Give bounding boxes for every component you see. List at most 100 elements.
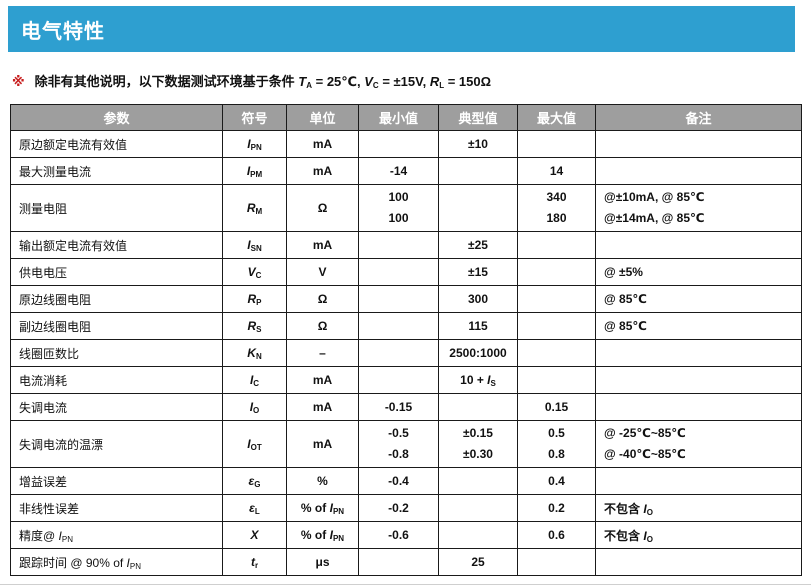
cell-unit: – xyxy=(286,339,359,367)
cell-unit: mA xyxy=(286,366,359,394)
cell-min xyxy=(358,339,439,367)
cell-note xyxy=(595,393,802,421)
section-title: 电气特性 xyxy=(21,20,105,43)
table-row: 电流消耗 IC mA 10 + IS xyxy=(10,366,802,394)
cell-typ: 115 xyxy=(438,312,518,340)
cell-symbol: RM xyxy=(222,184,287,232)
cell-param: 最大测量电流 xyxy=(10,157,223,185)
table-row: 跟踪时间 @ 90% of IPN tr μs 25 xyxy=(10,548,802,576)
table-row: 非线性误差 εL% of IPN -0.2 0.2 不包含 IO xyxy=(10,494,802,522)
cell-min: -14 xyxy=(358,157,439,185)
cell-param: 电流消耗 xyxy=(10,366,223,394)
cell-param: 原边额定电流有效值 xyxy=(10,130,223,158)
cell-max: 14 xyxy=(517,157,596,185)
cell-symbol: ISN xyxy=(222,231,287,259)
column-header: 符号 xyxy=(222,104,287,131)
cell-min xyxy=(358,285,439,313)
cell-note: @ 85℃ xyxy=(595,312,802,340)
cell-typ: ±15 xyxy=(438,258,518,286)
column-header: 参数 xyxy=(10,104,223,131)
cell-typ: 25 xyxy=(438,548,518,576)
cell-note: @ 85℃ xyxy=(595,285,802,313)
cell-max: 0.5 0.8 xyxy=(517,420,596,468)
cell-max: 0.4 xyxy=(517,467,596,495)
cell-min xyxy=(358,231,439,259)
cell-unit: V xyxy=(286,258,359,286)
cell-param: 增益误差 xyxy=(10,467,223,495)
cell-max: 0.2 xyxy=(517,494,596,522)
cell-typ: 2500:1000 xyxy=(438,339,518,367)
note-text: 除非有其他说明，以下数据测试环境基于条件 TA = 25℃, VC = ±15V… xyxy=(34,74,492,90)
cell-symbol: εL xyxy=(222,494,287,522)
table-row: 原边额定电流有效值 IPN mA ±10 xyxy=(10,130,802,158)
cell-unit: mA xyxy=(286,130,359,158)
cell-symbol: εG xyxy=(222,467,287,495)
cell-param: 线圈匝数比 xyxy=(10,339,223,367)
cell-param: 非线性误差 xyxy=(10,494,223,522)
cell-param: 原边线圈电阻 xyxy=(10,285,223,313)
cell-max xyxy=(517,366,596,394)
cell-unit: Ω xyxy=(286,285,359,313)
cell-max xyxy=(517,285,596,313)
cell-min: -0.2 xyxy=(358,494,439,522)
cell-symbol: IC xyxy=(222,366,287,394)
cell-min xyxy=(358,312,439,340)
cell-symbol: IO xyxy=(222,393,287,421)
table-row: 增益误差 εG% -0.4 0.4 xyxy=(10,467,802,495)
cell-symbol: RS xyxy=(222,312,287,340)
cell-note xyxy=(595,157,802,185)
table-row: 原边线圈电阻 RP Ω 300 @ 85℃ xyxy=(10,285,802,313)
cell-param: 跟踪时间 @ 90% of IPN xyxy=(10,548,223,576)
cell-note: 不包含 IO xyxy=(595,521,802,549)
cell-symbol: X xyxy=(222,521,287,549)
table-row: 输出额定电流有效值 ISN mA ±25 xyxy=(10,231,802,259)
column-header: 备注 xyxy=(595,104,802,131)
cell-note xyxy=(595,130,802,158)
cell-typ xyxy=(438,494,518,522)
cell-max: 0.15 xyxy=(517,393,596,421)
column-header: 最大值 xyxy=(517,104,596,131)
column-header: 典型值 xyxy=(438,104,518,131)
cell-note xyxy=(595,231,802,259)
cell-note: @ ±5% xyxy=(595,258,802,286)
cell-symbol: IOT xyxy=(222,420,287,468)
cell-max xyxy=(517,258,596,286)
cell-min: -0.15 xyxy=(358,393,439,421)
cell-typ xyxy=(438,184,518,232)
table-row: 失调电流 IO mA -0.15 0.15 xyxy=(10,393,802,421)
table-row: 副边线圈电阻 RS Ω 115 @ 85℃ xyxy=(10,312,802,340)
cell-param: 供电电压 xyxy=(10,258,223,286)
cell-max xyxy=(517,548,596,576)
cell-min xyxy=(358,258,439,286)
cell-min: 100 100 xyxy=(358,184,439,232)
table-header-row: 参数 符号 单位 最小值 典型值 最大值 备注 xyxy=(10,104,802,131)
cell-param: 副边线圈电阻 xyxy=(10,312,223,340)
cell-typ xyxy=(438,467,518,495)
table-row: 精度@ IPN X% of IPN -0.6 0.6 不包含 IO xyxy=(10,521,802,549)
cell-symbol: IPN xyxy=(222,130,287,158)
cell-param: 测量电阻 xyxy=(10,184,223,232)
cell-typ: 300 xyxy=(438,285,518,313)
cell-note xyxy=(595,339,802,367)
cell-typ: 10 + IS xyxy=(438,366,518,394)
cell-symbol: IPM xyxy=(222,157,287,185)
cell-min: -0.6 xyxy=(358,521,439,549)
cell-min: -0.5 -0.8 xyxy=(358,420,439,468)
cell-typ xyxy=(438,157,518,185)
cell-note xyxy=(595,366,802,394)
table-row: 失调电流的温漂 IOT mA -0.5 -0.8 ±0.15 ±0.30 0.5 0.8 @ -2… xyxy=(10,420,802,468)
cell-unit: mA xyxy=(286,231,359,259)
cell-unit: Ω xyxy=(286,184,359,232)
cell-param: 输出额定电流有效值 xyxy=(10,231,223,259)
cell-typ: ±0.15 ±0.30 xyxy=(438,420,518,468)
column-header: 最小值 xyxy=(358,104,439,131)
cell-min xyxy=(358,548,439,576)
cell-typ xyxy=(438,393,518,421)
cell-min: -0.4 xyxy=(358,467,439,495)
cell-unit: mA xyxy=(286,420,359,468)
cell-symbol: VC xyxy=(222,258,287,286)
cell-max: 340 180 xyxy=(517,184,596,232)
cell-max xyxy=(517,231,596,259)
cell-typ: ±25 xyxy=(438,231,518,259)
cell-max xyxy=(517,339,596,367)
